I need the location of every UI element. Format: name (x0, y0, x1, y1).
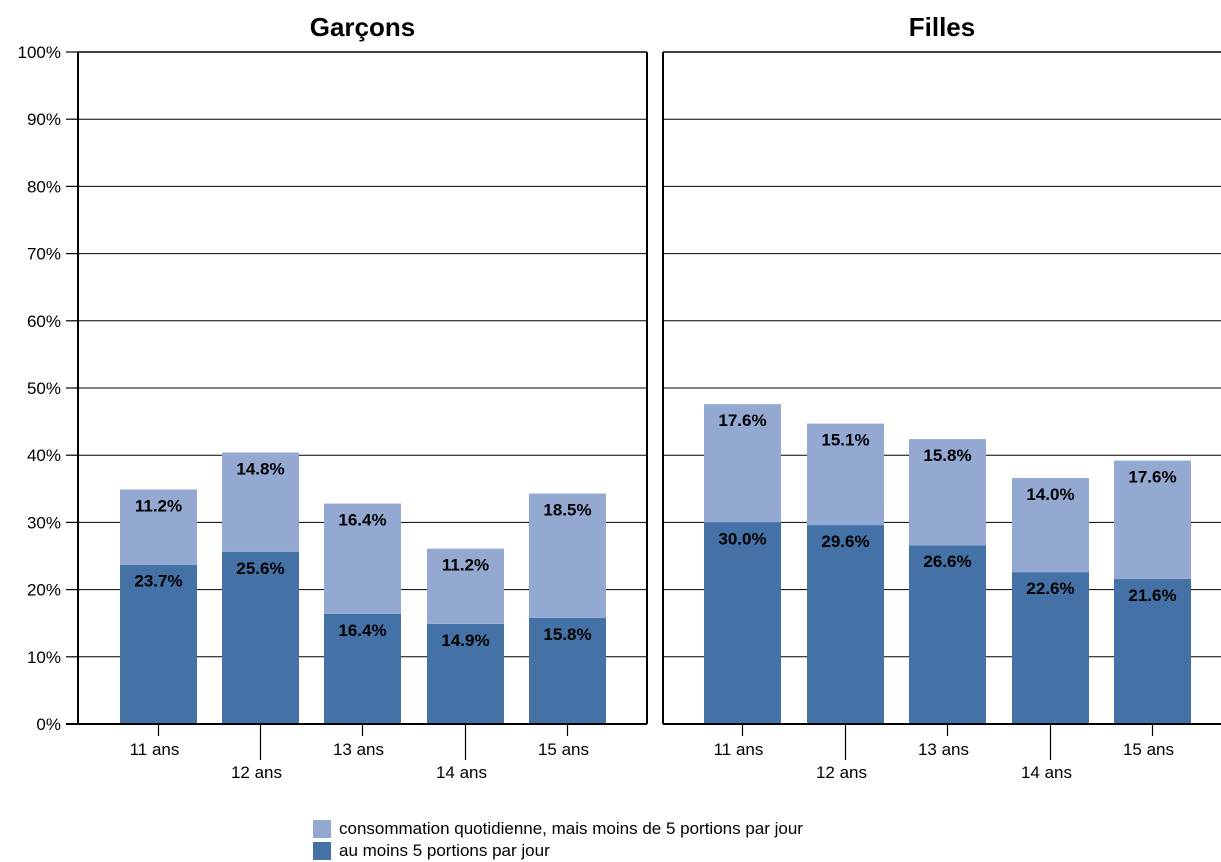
data-label: 21.6% (1128, 586, 1176, 605)
y-tick-label: 30% (27, 513, 61, 532)
y-tick-label: 80% (27, 177, 61, 196)
data-label: 17.6% (718, 411, 766, 430)
panel-title: Garçons (310, 12, 416, 42)
data-label: 17.6% (1128, 468, 1176, 487)
legend-label-dark: au moins 5 portions par jour (339, 841, 550, 860)
legend-swatch-dark (313, 842, 331, 860)
bar-segment-light (909, 439, 986, 546)
data-label: 22.6% (1026, 579, 1074, 598)
x-tick-label: 15 ans (1123, 740, 1174, 759)
bar-segment-light (324, 503, 401, 614)
data-label: 15.8% (543, 625, 591, 644)
x-tick-label: 13 ans (918, 740, 969, 759)
bar-segment-light (222, 452, 299, 552)
data-label: 14.0% (1026, 485, 1074, 504)
data-label: 25.6% (236, 559, 284, 578)
x-tick-label: 13 ans (333, 740, 384, 759)
legend-entry-dark: au moins 5 portions par jour (313, 840, 803, 862)
y-tick-label: 50% (27, 379, 61, 398)
y-tick-label: 100% (18, 43, 61, 62)
y-tick-label: 40% (27, 446, 61, 465)
y-tick-label: 70% (27, 245, 61, 264)
bar-segment-dark (704, 522, 781, 724)
bar-segment-light (529, 493, 606, 618)
bar-segment-dark (324, 613, 401, 724)
x-tick-label: 11 ans (714, 740, 764, 759)
y-tick-label: 10% (27, 648, 61, 667)
x-tick-label: 12 ans (816, 763, 867, 782)
data-label: 18.5% (543, 501, 591, 520)
data-label: 11.2% (442, 556, 489, 575)
legend-entry-light: consommation quotidienne, mais moins de … (313, 818, 803, 840)
data-label: 15.8% (923, 446, 971, 465)
bar-segment-dark (120, 564, 197, 724)
bar-segment-dark (807, 525, 884, 724)
data-label: 14.8% (236, 460, 284, 479)
x-tick-label: 14 ans (436, 763, 487, 782)
legend: consommation quotidienne, mais moins de … (313, 818, 803, 862)
data-label: 14.9% (441, 631, 489, 650)
bar-segment-dark (427, 623, 504, 724)
data-label: 26.6% (923, 552, 971, 571)
legend-swatch-light (313, 820, 331, 838)
y-tick-label: 20% (27, 581, 61, 600)
data-label: 29.6% (821, 532, 869, 551)
x-tick-label: 11 ans (130, 740, 180, 759)
y-tick-label: 60% (27, 312, 61, 331)
x-tick-label: 15 ans (538, 740, 589, 759)
bar-segment-light (704, 404, 781, 523)
bar-segment-light (120, 489, 197, 565)
bar-segment-light (1114, 460, 1191, 579)
legend-label-light: consommation quotidienne, mais moins de … (339, 819, 803, 838)
data-label: 11.2% (135, 496, 182, 515)
data-label: 15.1% (821, 431, 869, 450)
bar-segment-dark (1012, 572, 1089, 724)
x-tick-label: 12 ans (231, 763, 282, 782)
y-tick-label: 90% (27, 110, 61, 129)
bar-segment-light (1012, 478, 1089, 573)
panel-title: Filles (909, 12, 975, 42)
bar-segment-light (807, 423, 884, 526)
bar-segment-dark (1114, 578, 1191, 724)
data-label: 16.4% (338, 621, 386, 640)
data-label: 16.4% (338, 511, 386, 530)
bar-segment-dark (909, 545, 986, 724)
y-tick-label: 0% (36, 715, 61, 734)
bar-segment-dark (222, 551, 299, 724)
data-label: 23.7% (134, 572, 182, 591)
x-tick-label: 14 ans (1021, 763, 1072, 782)
bar-segment-dark (529, 617, 606, 724)
bar-segment-light (427, 548, 504, 624)
data-label: 30.0% (718, 529, 766, 548)
